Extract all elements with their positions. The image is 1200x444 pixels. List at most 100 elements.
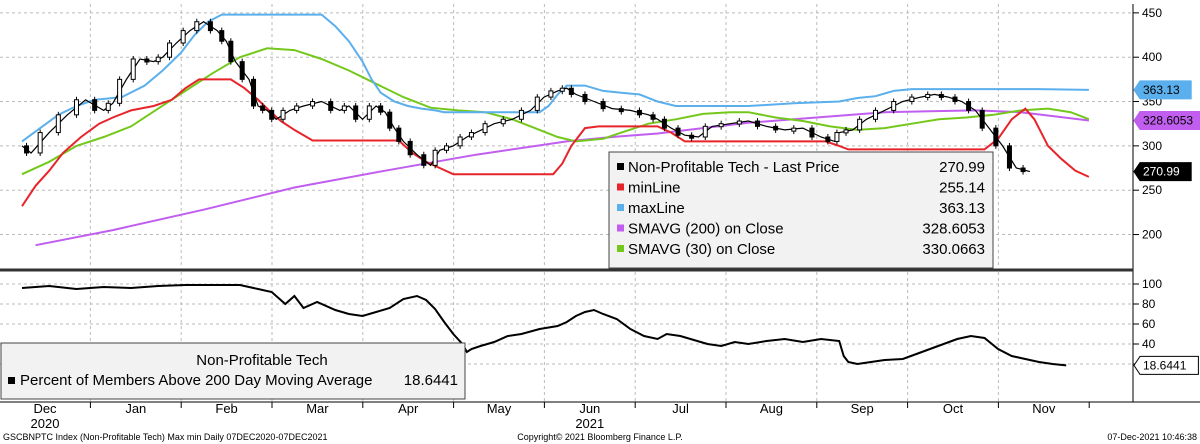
price-candle-body (443, 145, 449, 151)
members-legend-value: 18.6441 (404, 372, 458, 389)
price-candle-body (387, 111, 393, 129)
upper-series-lines (21, 13, 1090, 247)
price-candle-body (219, 30, 225, 42)
price-candle-body (260, 105, 266, 111)
value-tags: 363.13 328.6053 270.99 18.6441 (1133, 80, 1200, 375)
value-tag-box (1133, 111, 1200, 131)
price-legend-label: minLine (628, 180, 681, 197)
price-candle-body (736, 120, 742, 125)
price-candle-body (294, 105, 300, 111)
x-month-label: Apr (398, 401, 419, 416)
price-candle-body (773, 125, 779, 131)
price-candle-body (636, 109, 642, 116)
value-tag-label: 18.6441 (1143, 358, 1187, 372)
price-candle-body (650, 114, 656, 120)
price-candle-body (269, 109, 275, 120)
maxline-line (21, 13, 1089, 143)
x-month-label: Jan (125, 401, 146, 416)
price-candle-body (366, 105, 372, 120)
x-month-label: Jul (672, 401, 689, 416)
price-legend-label: SMAVG (30) on Close (628, 241, 775, 258)
members-legend: Non-Profitable Tech Percent of Members A… (0, 342, 466, 400)
footer-center: Copyright© 2021 Bloomberg Finance L.P. (517, 432, 683, 442)
price-candle-body (925, 93, 931, 98)
price-legend: Non-Profitable Tech - Last Price 270.99 mi… (608, 151, 994, 269)
price-candle-body (251, 78, 257, 107)
x-month-label: Nov (1032, 401, 1056, 416)
price-candle-body (857, 118, 863, 131)
price-candle-body (1020, 167, 1026, 173)
price-candle-body (675, 127, 681, 136)
members-legend-label: Percent of Members Above 200 Day Moving … (20, 372, 372, 389)
price-candle-body (582, 93, 588, 103)
smavg-30-on-close-line (21, 47, 1090, 176)
percent-above-200dma-line (21, 284, 1067, 367)
x-month-label: Mar (306, 401, 329, 416)
price-candle-body (834, 132, 840, 142)
price-candle-body (754, 120, 760, 127)
price-candle-body (55, 114, 61, 134)
price-candle-body (328, 101, 334, 111)
x-month-label: Aug (760, 401, 783, 416)
price-candle-body (24, 145, 30, 154)
price-candle-body (1006, 145, 1012, 169)
upper-tick-label: 250 (1142, 183, 1162, 197)
x-month-label: Jun (579, 401, 600, 416)
price-candle-body (117, 78, 123, 104)
price-legend-label: SMAVG (200) on Close (628, 221, 784, 238)
price-candle-body (167, 42, 173, 58)
upper-tick-label: 400 (1142, 50, 1162, 64)
price-candle-body (421, 154, 427, 166)
price-candle-body (155, 56, 161, 63)
price-legend-value: 255.14 (939, 180, 985, 197)
members-legend-swatch (8, 377, 15, 384)
price-candle-body (534, 96, 540, 111)
price-candle-body (809, 127, 815, 138)
upper-tick-label: 200 (1142, 228, 1162, 242)
price-candle-body (909, 96, 915, 103)
x-month-label: Feb (215, 401, 237, 416)
upper-tick-label: 300 (1142, 139, 1162, 153)
members-legend-title: Non-Profitable Tech (196, 352, 327, 369)
price-candle-body (353, 105, 359, 120)
footer-left: GSCBNPTC Index (Non-Profitable Tech) Max… (3, 432, 327, 442)
price-candle-body (938, 93, 944, 98)
price-candle-body (979, 109, 985, 129)
price-candle-body (843, 129, 849, 134)
value-tag-label: 328.6053 (1143, 114, 1193, 128)
price-candle-body (518, 109, 524, 120)
price-candle-body (661, 118, 667, 129)
x-month-label: Oct (943, 401, 964, 416)
price-candle-body (194, 21, 200, 32)
price-legend-swatch (617, 163, 624, 170)
price-candle-body (891, 101, 897, 111)
value-tag-label: 363.13 (1143, 83, 1180, 97)
price-candle-body (378, 105, 384, 113)
price-legend-swatch (617, 224, 624, 232)
price-candle-body (600, 101, 606, 110)
value-tag-box (1133, 80, 1192, 100)
value-tag-box (1133, 162, 1192, 182)
price-candle-body (952, 96, 958, 103)
price-candle-body (993, 127, 999, 147)
price-candle-body (92, 99, 98, 111)
price-candle-body (341, 105, 347, 111)
lower-tick-label: 80 (1142, 297, 1156, 311)
price-legend-value: 328.6053 (922, 221, 985, 238)
price-candle-body (791, 127, 797, 132)
price-candle-body (559, 87, 565, 92)
price-candle-body (718, 123, 724, 128)
x-month-label: Sep (851, 401, 874, 416)
upper-tick-label: 450 (1142, 6, 1162, 20)
x-axis: Dec Jan Feb Mar Apr May Jun Jul Aug Sep Oct Nov 2020… (31, 401, 1090, 431)
price-candle-body (37, 132, 43, 154)
price-candle-body (280, 109, 286, 120)
price-legend-label: maxLine (628, 200, 685, 217)
price-candle-body (457, 136, 463, 147)
price-candle-body (618, 108, 624, 113)
price-legend-swatch (617, 204, 624, 211)
price-candle-body (105, 102, 111, 111)
lower-tick-label: 40 (1142, 337, 1156, 351)
price-candle-body (207, 21, 213, 32)
